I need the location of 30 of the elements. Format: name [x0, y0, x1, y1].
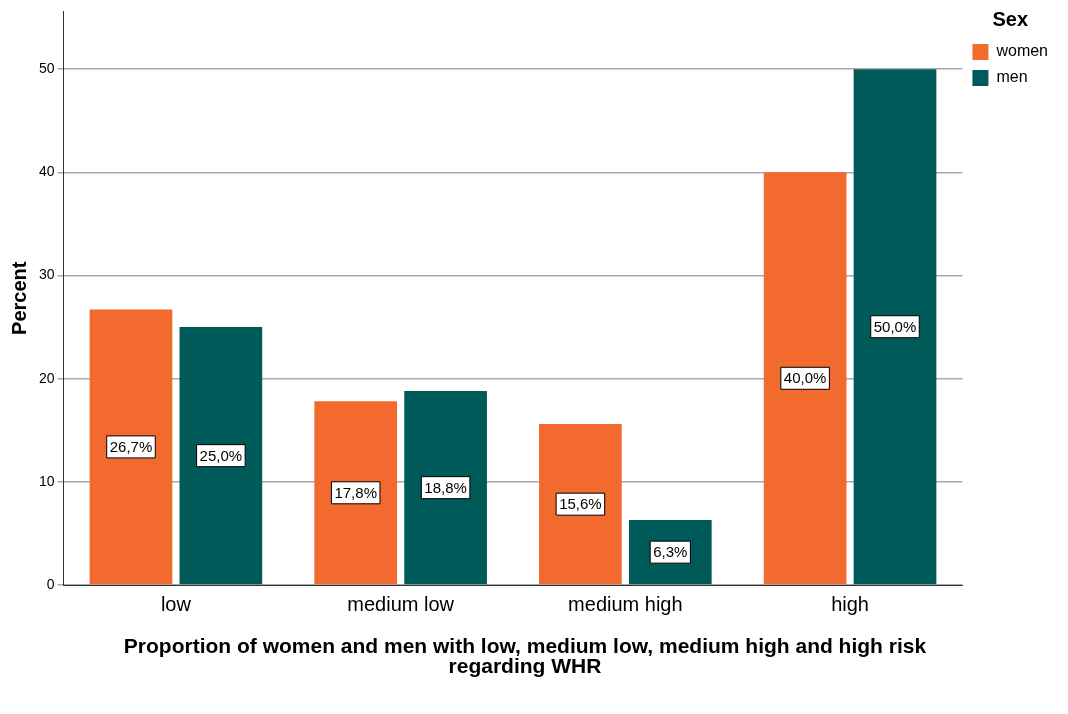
x-tick-label: medium low [347, 592, 455, 615]
legend-title: Sex [992, 7, 1029, 30]
y-tick-label: 10 [38, 472, 55, 489]
data-label: 26,7% [109, 438, 153, 456]
x-tick-label: high [831, 592, 869, 615]
bar [404, 391, 487, 585]
y-tick-label: 30 [38, 266, 55, 283]
x-tick-label: low [160, 592, 192, 615]
bar [853, 69, 937, 585]
bar [179, 327, 263, 585]
data-label: 15,6% [559, 495, 602, 513]
data-label: 50,0% [873, 317, 917, 335]
data-label: 18,8% [424, 478, 467, 496]
data-label: 6,3% [653, 543, 688, 561]
legend-label: women [995, 42, 1048, 60]
y-tick-label: 20 [38, 369, 55, 386]
bar [89, 309, 173, 585]
y-tick-label: 50 [38, 60, 55, 77]
bar [539, 424, 622, 585]
y-axis-title: Percent [7, 261, 30, 335]
data-label: 40,0% [783, 369, 827, 387]
x-axis-title: Proportion of women and men with low, medium low, medium high and high risk regarding WHR [122, 634, 928, 677]
data-label: 25,0% [199, 446, 243, 464]
data-label: 17,8% [334, 483, 377, 501]
bar [763, 172, 847, 585]
legend-label: men [996, 68, 1028, 86]
y-tick-label: 0 [46, 575, 55, 592]
x-tick-label: medium high [568, 592, 683, 615]
bar [314, 401, 398, 585]
y-tick-label: 40 [38, 163, 55, 180]
